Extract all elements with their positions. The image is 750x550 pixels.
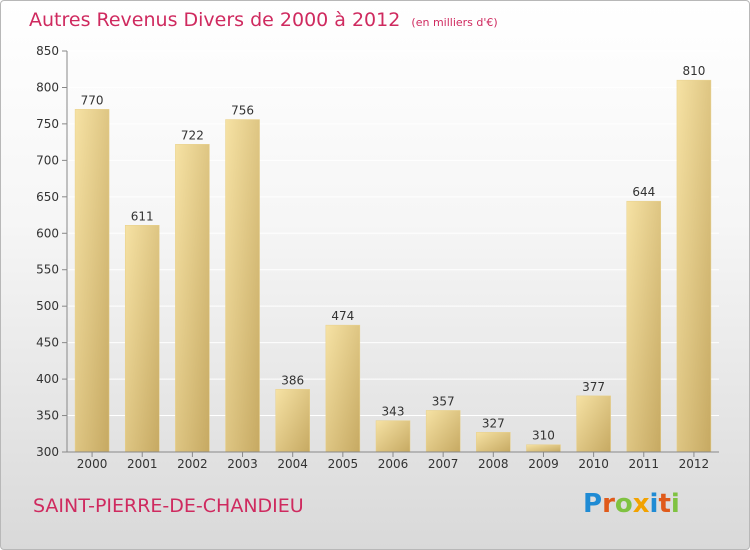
axis-layer: 300 350 400 450 500 550 600 650 700 750 800 850 — [36, 44, 719, 459]
value-label: 611 — [131, 209, 154, 223]
x-tick-label: 2001 — [127, 457, 158, 471]
chart-subtitle: (en milliers d'€) — [411, 16, 498, 29]
bar — [124, 225, 160, 453]
x-tick-label: 2006 — [378, 457, 409, 471]
value-label: 810 — [682, 64, 705, 78]
y-tick-label: 600 — [36, 226, 59, 240]
bar — [325, 324, 361, 453]
bar — [425, 410, 461, 453]
value-label: 474 — [331, 309, 354, 323]
value-label: 310 — [532, 429, 555, 443]
label-layer: 770 2000 611 2001 722 2002 756 2003 386 2004 474 20… — [77, 64, 709, 471]
value-label: 343 — [382, 405, 405, 419]
value-label: 644 — [632, 185, 655, 199]
logo-letter: t — [658, 489, 671, 519]
x-tick-label: 2009 — [528, 457, 559, 471]
x-tick-label: 2012 — [679, 457, 710, 471]
bar — [676, 79, 712, 453]
bar — [576, 395, 611, 453]
proxiti-logo: Proxiti — [583, 489, 680, 519]
x-tick-label: 2002 — [177, 457, 208, 471]
value-label: 357 — [432, 394, 455, 408]
bar — [175, 144, 210, 453]
value-label: 377 — [582, 380, 605, 394]
value-label: 770 — [81, 93, 104, 107]
bar — [626, 200, 662, 453]
logo-letter: i — [649, 489, 659, 519]
value-label: 756 — [231, 104, 254, 118]
bar — [375, 420, 411, 453]
place-name: SAINT-PIERRE-DE-CHANDIEU — [33, 495, 304, 517]
bar — [476, 432, 511, 453]
x-tick-label: 2008 — [478, 457, 509, 471]
value-label: 722 — [181, 128, 204, 142]
y-tick-label: 700 — [36, 153, 59, 167]
y-tick-label: 350 — [36, 409, 59, 423]
logo-letter: r — [602, 489, 615, 519]
chart-title: Autres Revenus Divers de 2000 à 2012 — [29, 9, 401, 31]
bar-layer — [74, 79, 712, 453]
y-tick-label: 800 — [36, 80, 59, 94]
logo-letter: o — [614, 489, 633, 519]
y-tick-label: 850 — [36, 44, 59, 58]
logo-letter: P — [583, 489, 603, 519]
x-tick-label: 2011 — [628, 457, 659, 471]
bar — [275, 389, 310, 453]
bar — [225, 119, 260, 453]
y-tick-label: 300 — [36, 445, 59, 459]
y-tick-label: 400 — [36, 372, 59, 386]
x-tick-label: 2010 — [578, 457, 609, 471]
value-label: 386 — [281, 373, 304, 387]
bar — [74, 109, 110, 453]
logo-letter: i — [670, 489, 680, 519]
x-tick-label: 2007 — [428, 457, 459, 471]
x-tick-label: 2005 — [328, 457, 359, 471]
title-row: Autres Revenus Divers de 2000 à 2012 (en… — [29, 9, 498, 31]
grid-layer — [67, 50, 719, 453]
logo-letter: x — [632, 489, 650, 519]
x-tick-label: 2000 — [77, 457, 108, 471]
x-tick-label: 2004 — [277, 457, 308, 471]
y-tick-label: 450 — [36, 336, 59, 350]
x-tick-label: 2003 — [227, 457, 258, 471]
y-tick-label: 500 — [36, 299, 59, 313]
value-label: 327 — [482, 416, 505, 430]
y-tick-label: 650 — [36, 190, 59, 204]
y-tick-label: 750 — [36, 117, 59, 131]
y-tick-label: 550 — [36, 263, 59, 277]
bar — [526, 444, 561, 453]
